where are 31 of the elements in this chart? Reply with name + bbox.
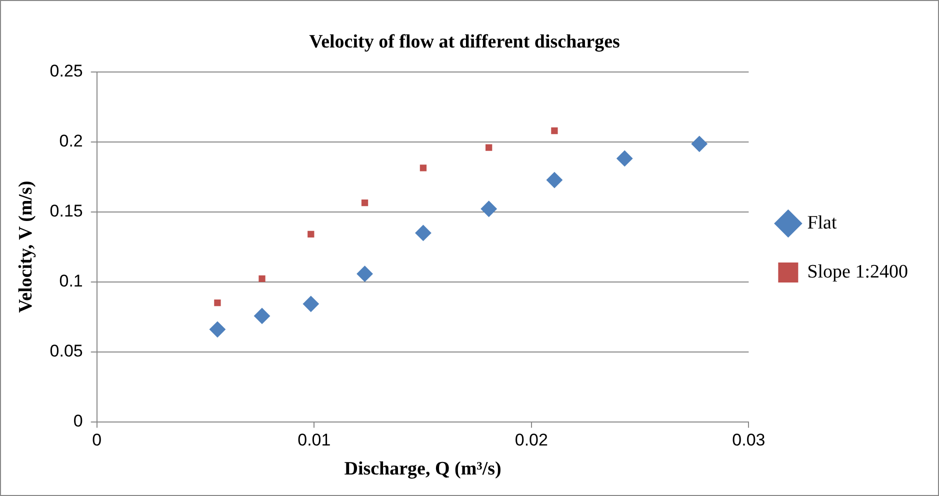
point bbox=[551, 127, 558, 134]
x-axis-title: Discharge, Q (m³/s) bbox=[344, 458, 502, 480]
y-tick-label: 0.25 bbox=[50, 61, 83, 80]
point bbox=[302, 296, 319, 312]
point bbox=[214, 299, 221, 306]
point bbox=[308, 230, 314, 238]
point bbox=[356, 266, 373, 282]
y-axis-title: Velocity, V (m/s) bbox=[15, 180, 36, 313]
x-tick-label: 0.02 bbox=[514, 430, 548, 450]
legend-label: Slope 1:2400 bbox=[807, 261, 908, 282]
legend-label: Flat bbox=[807, 212, 838, 234]
point bbox=[616, 150, 633, 166]
y-tick-label: 0.2 bbox=[59, 131, 83, 150]
chart-title: Velocity of flow at different discharges bbox=[309, 31, 620, 52]
x-tick-label: 0.01 bbox=[298, 430, 331, 450]
point bbox=[546, 172, 562, 188]
point bbox=[361, 200, 368, 206]
x-tick-label: 0.03 bbox=[732, 430, 766, 450]
y-tick-label: 0.1 bbox=[59, 271, 83, 290]
point bbox=[415, 224, 432, 241]
point bbox=[480, 200, 497, 217]
point bbox=[254, 308, 270, 324]
point bbox=[486, 144, 492, 151]
point bbox=[691, 136, 708, 152]
y-tick-label: 0.15 bbox=[50, 201, 83, 220]
point bbox=[258, 275, 266, 282]
y-tick-label: 0.05 bbox=[50, 341, 83, 360]
point bbox=[420, 164, 427, 172]
point bbox=[209, 321, 226, 338]
y-tick-label: 0 bbox=[73, 411, 83, 430]
x-tick-label: 0 bbox=[92, 430, 102, 450]
